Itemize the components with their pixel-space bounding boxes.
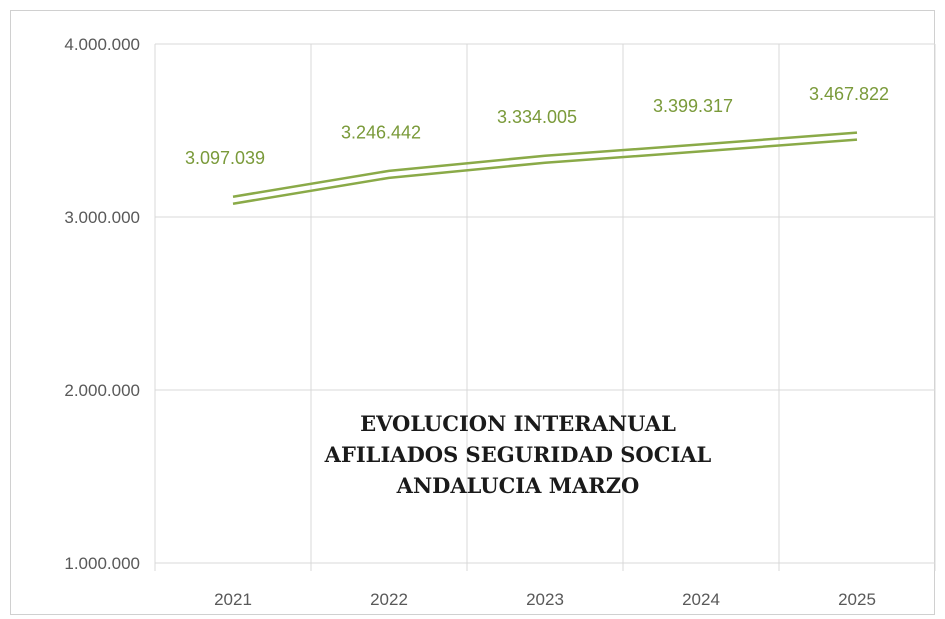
y-tick-label: 4.000.000 bbox=[64, 35, 140, 54]
data-label: 3.399.317 bbox=[653, 96, 733, 116]
y-tick-label: 1.000.000 bbox=[64, 554, 140, 573]
y-tick-label: 3.000.000 bbox=[64, 208, 140, 227]
chart-frame bbox=[10, 10, 935, 615]
x-axis-ticks: 2021 2022 2023 2024 2025 bbox=[214, 590, 876, 609]
chart-title-line-3: ANDALUCIA MARZO bbox=[396, 473, 640, 498]
gridlines bbox=[154, 43, 936, 571]
chart-title-line-2: AFILIADOS SEGURIDAD SOCIAL bbox=[324, 442, 712, 467]
x-tick-label: 2021 bbox=[214, 590, 252, 609]
x-tick-label: 2024 bbox=[682, 590, 720, 609]
series-line-upper bbox=[232, 131, 858, 198]
data-label: 3.334.005 bbox=[497, 107, 577, 127]
x-tick-label: 2025 bbox=[838, 590, 876, 609]
x-tick-label: 2022 bbox=[370, 590, 408, 609]
x-tick-label: 2023 bbox=[526, 590, 564, 609]
series-line-lower bbox=[232, 138, 858, 205]
chart-title: EVOLUCION INTERANUAL AFILIADOS SEGURIDAD… bbox=[288, 408, 748, 501]
series-line bbox=[232, 131, 858, 205]
y-axis-ticks: 1.000.000 2.000.000 3.000.000 4.000.000 bbox=[64, 35, 140, 573]
data-label: 3.097.039 bbox=[185, 148, 265, 168]
data-labels: 3.097.039 3.246.442 3.334.005 3.399.317 3.46… bbox=[185, 84, 889, 168]
data-label: 3.246.442 bbox=[341, 122, 421, 142]
y-tick-label: 2.000.000 bbox=[64, 381, 140, 400]
data-label: 3.467.822 bbox=[809, 84, 889, 104]
chart-title-line-1: EVOLUCION INTERANUAL bbox=[360, 411, 676, 436]
